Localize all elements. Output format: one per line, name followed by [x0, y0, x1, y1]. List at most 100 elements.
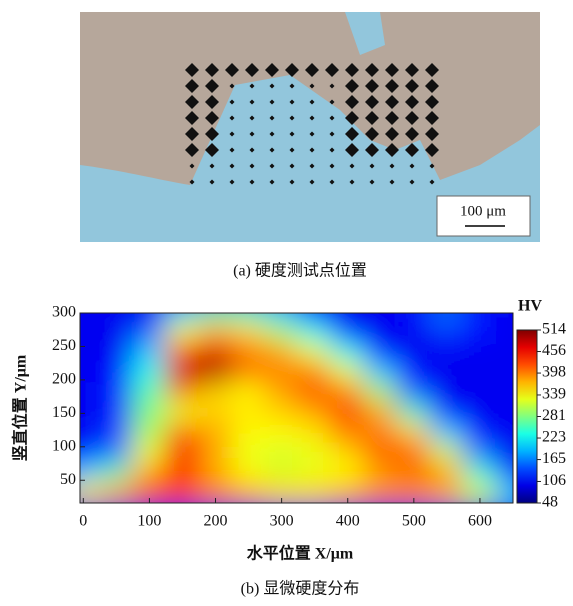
- heat-cell: [264, 322, 299, 344]
- heat-cell: [429, 463, 464, 485]
- heat-cell: [462, 342, 497, 364]
- heat-cell: [132, 422, 167, 444]
- colorbar-label: HV: [518, 298, 542, 315]
- heat-cell: [231, 422, 266, 444]
- page: {"figure_a": {"scale_bar": "100 μm", "ca…: [0, 0, 573, 606]
- heat-cell: [264, 362, 299, 384]
- heat-cell: [165, 322, 200, 344]
- heat-cell: [330, 442, 365, 464]
- heat-cell: [198, 442, 233, 464]
- heat-cell: [132, 362, 167, 384]
- colorbar-tick-label: 514: [542, 321, 566, 338]
- heat-cell: [297, 362, 332, 384]
- heat-cell: [198, 463, 233, 485]
- heat-cell: [429, 362, 464, 384]
- heat-cell: [132, 342, 167, 364]
- heat-cell: [297, 402, 332, 424]
- heat-cell: [429, 342, 464, 364]
- heat-cell: [198, 422, 233, 444]
- y-tick-label: 50: [60, 471, 76, 488]
- heat-cell: [231, 382, 266, 404]
- y-tick-label: 100: [52, 437, 76, 454]
- heat-cell: [363, 402, 398, 424]
- heat-cell: [363, 422, 398, 444]
- scale-label: 100 μm: [460, 203, 506, 219]
- heat-cell: [264, 442, 299, 464]
- heat-cell: [396, 322, 431, 344]
- heat-cell: [165, 362, 200, 384]
- heat-cell: [198, 382, 233, 404]
- heat-cell: [99, 442, 134, 464]
- x-tick-label: 100: [137, 513, 161, 530]
- heat-cell: [231, 463, 266, 485]
- heat-cell: [297, 382, 332, 404]
- colorbar-tick-label: 339: [542, 386, 566, 403]
- y-tick-label: 300: [52, 304, 76, 321]
- heat-cell: [99, 382, 134, 404]
- heat-cell: [231, 342, 266, 364]
- heat-cell: [198, 322, 233, 344]
- heat-cell: [330, 422, 365, 444]
- x-tick-label: 600: [468, 513, 492, 530]
- colorbar-tick-label: 456: [542, 342, 566, 359]
- y-axis-label: 竖直位置 Y/μm: [11, 354, 30, 461]
- heat-cell: [462, 322, 497, 344]
- caption: (a) 硬度测试点位置: [233, 262, 367, 280]
- heat-cell: [231, 362, 266, 384]
- heat-cell: [99, 342, 134, 364]
- heat-cell: [165, 442, 200, 464]
- heat-cell: [231, 442, 266, 464]
- heat-cell: [429, 382, 464, 404]
- heat-cell: [297, 422, 332, 444]
- colorbar-tick-label: 223: [542, 429, 566, 446]
- x-tick-label: 500: [402, 513, 426, 530]
- heat-cell: [363, 362, 398, 384]
- y-tick-label: 200: [52, 371, 76, 388]
- heat-cell: [363, 463, 398, 485]
- heat-cell: [99, 362, 134, 384]
- colorbar-tick-label: 48: [542, 494, 558, 511]
- colorbar-tick-label: 281: [542, 407, 566, 424]
- heat-cell: [264, 342, 299, 364]
- y-tick-label: 250: [52, 337, 76, 354]
- heat-cell: [264, 402, 299, 424]
- micrograph: 100 μm: [80, 12, 540, 242]
- heat-cell: [462, 362, 497, 384]
- heat-cell: [198, 402, 233, 424]
- heat-cell: [99, 463, 134, 485]
- heat-cell: [462, 422, 497, 444]
- heat-cell: [363, 442, 398, 464]
- heat-cell: [429, 422, 464, 444]
- heat-cell: [99, 422, 134, 444]
- heat-cell: [429, 322, 464, 344]
- heat-cell: [231, 322, 266, 344]
- heat-cell: [165, 422, 200, 444]
- heat-cell: [165, 463, 200, 485]
- heat-cell: [396, 342, 431, 364]
- heat-cell: [165, 402, 200, 424]
- heat-cell: [198, 362, 233, 384]
- caption: (b) 显微硬度分布: [241, 580, 360, 598]
- heat-cell: [363, 483, 398, 505]
- heat-cell: [99, 483, 134, 505]
- heat-cell: [165, 382, 200, 404]
- heat-cell: [132, 442, 167, 464]
- heat-cell: [396, 442, 431, 464]
- heat-cell: [462, 442, 497, 464]
- heat-cell: [264, 382, 299, 404]
- heat-cell: [462, 402, 497, 424]
- heat-cell: [396, 422, 431, 444]
- colorbar-tick-label: 106: [542, 472, 566, 489]
- heat-cell: [330, 362, 365, 384]
- heat-cell: [363, 322, 398, 344]
- heat-cell: [165, 342, 200, 364]
- heat-cell: [429, 402, 464, 424]
- heat-cell: [396, 382, 431, 404]
- heat-cell: [132, 382, 167, 404]
- heat-cell: [330, 342, 365, 364]
- heat-cell: [363, 342, 398, 364]
- x-tick-label: 400: [336, 513, 360, 530]
- heat-cell: [462, 463, 497, 485]
- heat-cell: [165, 483, 200, 505]
- heat-cell: [132, 463, 167, 485]
